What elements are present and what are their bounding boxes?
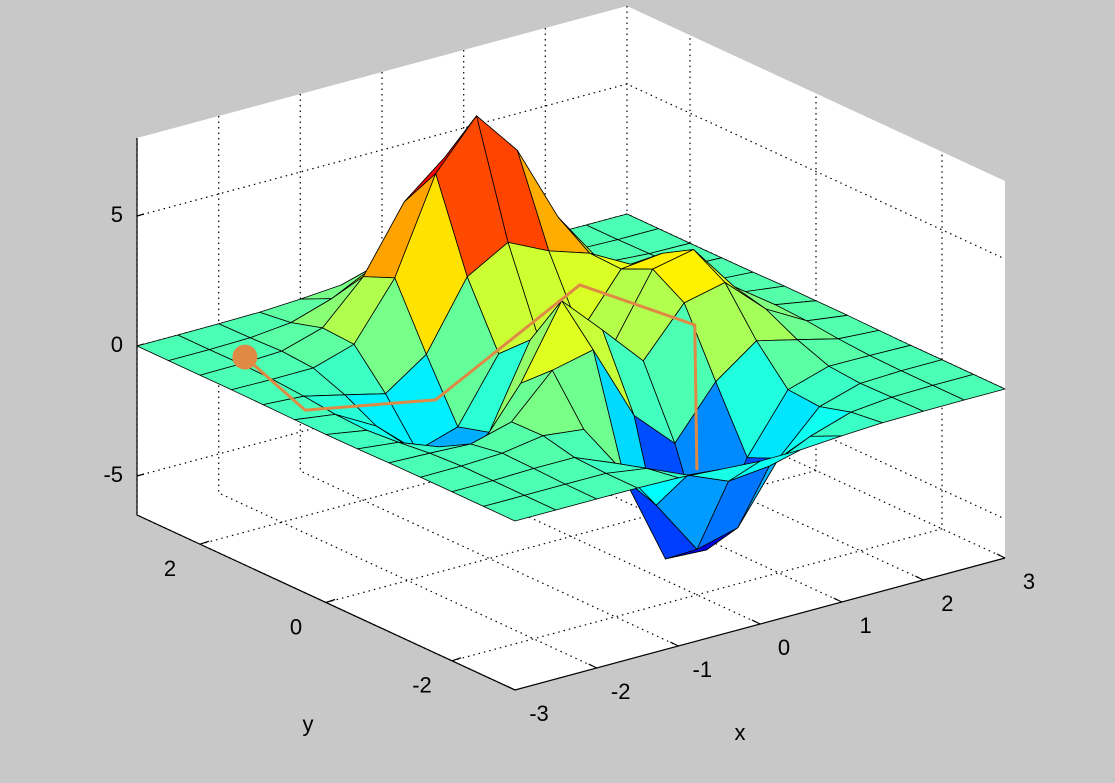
tick-mark	[136, 473, 145, 477]
grid-line	[544, 28, 924, 581]
z-tick-label: 5	[111, 202, 123, 227]
grid-line	[218, 116, 597, 669]
tick-mark	[325, 598, 336, 604]
grid-line	[299, 94, 679, 647]
x-tick-label: 3	[1023, 569, 1035, 594]
z-tick-label: -5	[103, 462, 123, 487]
y-tick-label: 2	[164, 556, 176, 581]
x-tick-label: -1	[693, 657, 713, 682]
axis-line	[136, 138, 1006, 691]
tick-mark	[199, 540, 210, 545]
x-tick-label: 2	[941, 591, 953, 616]
y-tick-label: -2	[412, 673, 432, 698]
grid-line	[381, 72, 761, 625]
tick-mark	[451, 657, 462, 662]
tick-mark	[915, 575, 924, 581]
tick-mark	[996, 553, 1006, 559]
tick-mark	[751, 619, 761, 625]
path-start-marker	[232, 344, 258, 370]
grid-line	[325, 93, 817, 604]
y-tick-label: 0	[290, 614, 302, 639]
tick-mark	[588, 663, 597, 669]
path-line	[243, 283, 699, 471]
z-tick-label: 0	[111, 332, 123, 357]
x-tick-label: -3	[529, 701, 549, 726]
y-axis-label: y	[303, 711, 314, 736]
grid-line	[451, 151, 943, 662]
x-tick-label: -2	[611, 679, 631, 704]
tick-mark	[833, 597, 842, 603]
x-tick-label: 1	[860, 613, 872, 638]
x-axis-label: x	[735, 720, 746, 745]
grid-line	[626, 6, 1006, 559]
surface-face	[483, 494, 557, 522]
x-tick-label: 0	[778, 635, 790, 660]
tick-mark	[136, 213, 145, 217]
tick-mark	[670, 641, 679, 647]
